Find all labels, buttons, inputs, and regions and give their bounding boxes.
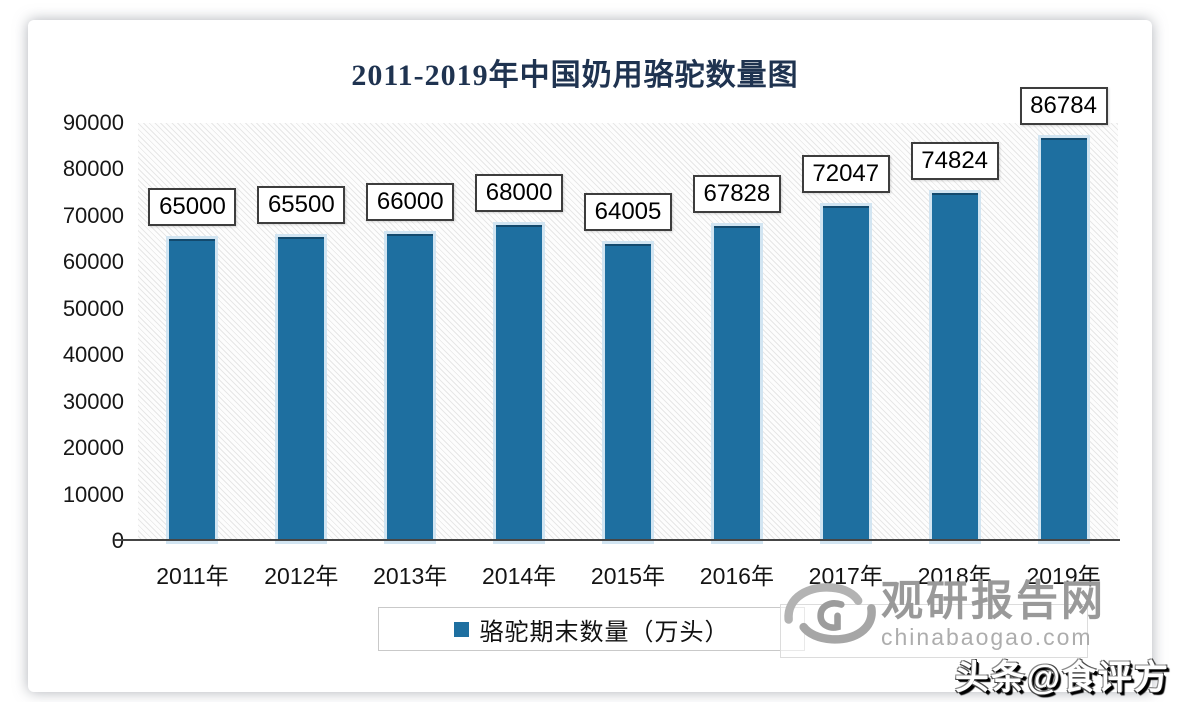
data-label-2012年: 65500 bbox=[257, 186, 346, 224]
data-label-2016年: 67828 bbox=[692, 175, 781, 213]
bar-2011年 bbox=[169, 239, 216, 541]
bar-2019年 bbox=[1040, 138, 1087, 541]
x-tick-label: 2019年 bbox=[1026, 563, 1101, 589]
site-watermark: 观研报告网 chinabaogao.com bbox=[783, 578, 1106, 653]
x-tick-label: 2015年 bbox=[590, 563, 666, 589]
x-tick-label: 2018年 bbox=[917, 563, 992, 589]
x-tick-label: 2014年 bbox=[482, 563, 557, 589]
y-tick-label: 90000 bbox=[62, 110, 124, 135]
y-tick-label: 40000 bbox=[62, 342, 124, 368]
y-tick-label: 30000 bbox=[62, 388, 124, 414]
legend: 骆驼期末数量（万头） bbox=[378, 607, 805, 651]
chart-card: 2011-2019年中国奶用骆驼数量图 0 10000 20000 30000 4000… bbox=[28, 20, 1152, 692]
data-label-2019年: 86784 bbox=[1019, 87, 1108, 125]
x-tick-label: 2011年 bbox=[156, 563, 229, 589]
watermark-text-block: 观研报告网 chinabaogao.com bbox=[881, 577, 1107, 651]
bar-2015年 bbox=[605, 244, 651, 541]
data-label-2014年: 68000 bbox=[475, 174, 564, 212]
y-tick-label: 80000 bbox=[62, 156, 124, 182]
bar-2014年 bbox=[496, 225, 543, 541]
y-tick-label: 50000 bbox=[62, 295, 124, 321]
legend-label: 骆驼期末数量（万头） bbox=[479, 618, 730, 646]
watermark-site-url: chinabaogao.com bbox=[881, 624, 1093, 650]
plot-area: 65000 2011年 65500 2012年 66000 2013年 68000 2014年… bbox=[138, 87, 1118, 589]
data-label-2017年: 72047 bbox=[801, 155, 890, 193]
swirl-logo-icon bbox=[783, 578, 877, 653]
toutiao-watermark: 头条@食评方 bbox=[954, 659, 1170, 697]
watermark-backdrop bbox=[780, 604, 1088, 658]
data-label-2011年: 65000 bbox=[148, 188, 237, 226]
y-tick-label: 60000 bbox=[62, 249, 124, 275]
x-tick-label: 2013年 bbox=[373, 563, 448, 589]
y-tick-label: 70000 bbox=[62, 202, 124, 228]
chart-title: 2011-2019年中国奶用骆驼数量图 bbox=[351, 59, 799, 92]
bar-2018年 bbox=[931, 193, 978, 541]
y-tick-label: 0 bbox=[112, 528, 124, 554]
y-tick-label: 20000 bbox=[62, 435, 124, 461]
x-axis-line bbox=[114, 539, 1120, 541]
bar-2016年 bbox=[713, 226, 760, 541]
x-tick-label: 2012年 bbox=[264, 563, 339, 589]
legend-marker-icon bbox=[453, 621, 469, 637]
data-label-2015年: 64005 bbox=[584, 193, 672, 231]
bar-2013年 bbox=[387, 234, 434, 541]
y-tick-label: 10000 bbox=[62, 481, 124, 507]
bar-2017年 bbox=[822, 206, 869, 541]
watermark-site-name: 观研报告网 bbox=[881, 577, 1107, 624]
y-axis: 0 10000 20000 30000 40000 50000 60000 70000 8000… bbox=[28, 110, 130, 553]
data-label-2013年: 66000 bbox=[366, 183, 455, 221]
bar-2012年 bbox=[278, 237, 325, 541]
x-tick-label: 2016年 bbox=[699, 563, 774, 589]
data-label-2018年: 74824 bbox=[910, 142, 999, 180]
